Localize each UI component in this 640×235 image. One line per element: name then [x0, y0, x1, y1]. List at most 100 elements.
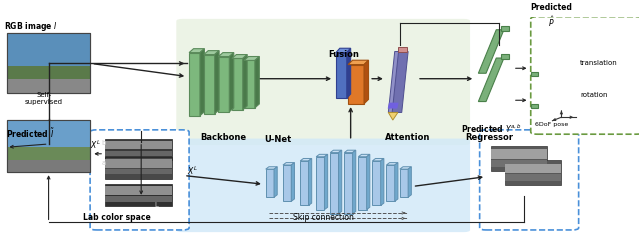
Text: 6DoF pose: 6DoF pose — [534, 121, 568, 127]
Text: Attention: Attention — [385, 133, 430, 142]
FancyBboxPatch shape — [7, 160, 90, 172]
Text: $X^L$: $X^L$ — [187, 164, 198, 177]
FancyBboxPatch shape — [7, 79, 90, 93]
FancyBboxPatch shape — [316, 157, 324, 210]
FancyBboxPatch shape — [336, 53, 347, 98]
FancyBboxPatch shape — [105, 186, 172, 195]
Polygon shape — [300, 158, 312, 161]
Polygon shape — [367, 154, 370, 210]
FancyBboxPatch shape — [387, 165, 395, 201]
FancyBboxPatch shape — [330, 153, 339, 214]
Polygon shape — [214, 51, 219, 114]
Text: $X^L$: $X^L$ — [90, 138, 100, 151]
Polygon shape — [330, 150, 342, 153]
Polygon shape — [255, 56, 259, 108]
Polygon shape — [478, 30, 504, 73]
FancyBboxPatch shape — [505, 164, 561, 173]
Polygon shape — [274, 167, 277, 197]
Text: Lab color space: Lab color space — [83, 213, 151, 222]
FancyBboxPatch shape — [176, 19, 470, 145]
Text: rotation: rotation — [580, 92, 607, 98]
Polygon shape — [232, 55, 247, 59]
FancyBboxPatch shape — [372, 161, 381, 205]
FancyBboxPatch shape — [105, 151, 172, 156]
Text: b: b — [102, 140, 106, 146]
FancyBboxPatch shape — [7, 33, 90, 66]
FancyBboxPatch shape — [505, 160, 561, 185]
FancyBboxPatch shape — [176, 139, 470, 232]
FancyBboxPatch shape — [105, 141, 172, 149]
Text: L: L — [154, 202, 158, 208]
FancyBboxPatch shape — [344, 153, 353, 214]
Polygon shape — [372, 158, 384, 161]
Polygon shape — [364, 60, 369, 104]
Text: Backbone: Backbone — [200, 133, 246, 142]
FancyBboxPatch shape — [500, 54, 509, 59]
Polygon shape — [392, 51, 408, 112]
Text: Predicted $Y^{a,b}$: Predicted $Y^{a,b}$ — [461, 123, 522, 135]
Text: translation: translation — [580, 60, 618, 66]
FancyBboxPatch shape — [400, 169, 408, 197]
FancyBboxPatch shape — [105, 184, 172, 206]
Polygon shape — [189, 49, 204, 53]
FancyBboxPatch shape — [7, 120, 90, 147]
FancyBboxPatch shape — [531, 104, 538, 108]
FancyBboxPatch shape — [7, 33, 90, 93]
FancyBboxPatch shape — [505, 174, 561, 181]
Text: Self-
supervised: Self- supervised — [25, 92, 63, 105]
FancyBboxPatch shape — [189, 53, 200, 116]
FancyBboxPatch shape — [266, 169, 274, 197]
FancyBboxPatch shape — [300, 161, 308, 205]
Polygon shape — [229, 53, 234, 112]
Text: Predicted
$\hat{P}$: Predicted $\hat{P}$ — [530, 3, 572, 29]
Polygon shape — [358, 154, 370, 157]
Polygon shape — [344, 150, 356, 153]
Polygon shape — [291, 163, 294, 201]
Polygon shape — [348, 60, 369, 65]
Polygon shape — [387, 163, 398, 165]
Polygon shape — [395, 163, 398, 201]
Polygon shape — [266, 167, 277, 169]
Polygon shape — [204, 51, 219, 55]
FancyBboxPatch shape — [358, 157, 367, 210]
Text: Skip connection: Skip connection — [292, 213, 354, 222]
FancyBboxPatch shape — [105, 159, 172, 168]
FancyBboxPatch shape — [218, 56, 229, 112]
FancyBboxPatch shape — [244, 60, 255, 108]
FancyBboxPatch shape — [204, 55, 214, 114]
Polygon shape — [336, 48, 351, 53]
FancyBboxPatch shape — [491, 149, 547, 159]
Polygon shape — [339, 150, 342, 214]
Polygon shape — [381, 158, 384, 205]
Polygon shape — [478, 58, 504, 102]
Polygon shape — [243, 55, 247, 110]
FancyBboxPatch shape — [479, 130, 579, 230]
FancyBboxPatch shape — [105, 157, 172, 179]
Polygon shape — [388, 51, 404, 112]
Polygon shape — [388, 103, 399, 109]
Polygon shape — [308, 158, 312, 205]
FancyBboxPatch shape — [500, 26, 509, 31]
Polygon shape — [316, 154, 328, 157]
FancyBboxPatch shape — [232, 59, 243, 110]
FancyBboxPatch shape — [105, 169, 172, 174]
Polygon shape — [408, 167, 412, 197]
Polygon shape — [388, 112, 398, 120]
Text: a: a — [102, 160, 106, 166]
Polygon shape — [400, 167, 412, 169]
FancyBboxPatch shape — [531, 71, 538, 76]
FancyBboxPatch shape — [105, 196, 172, 202]
Text: RGB image $\mathit{I}$: RGB image $\mathit{I}$ — [4, 20, 58, 33]
Polygon shape — [283, 163, 294, 165]
Polygon shape — [244, 56, 259, 60]
Polygon shape — [398, 47, 408, 51]
FancyBboxPatch shape — [491, 160, 547, 167]
FancyBboxPatch shape — [7, 120, 90, 172]
FancyBboxPatch shape — [105, 139, 172, 160]
Polygon shape — [200, 49, 204, 116]
FancyBboxPatch shape — [283, 165, 291, 201]
FancyBboxPatch shape — [531, 17, 640, 134]
Polygon shape — [353, 150, 356, 214]
FancyBboxPatch shape — [348, 65, 364, 104]
Text: Predicted $\tilde{I}$: Predicted $\tilde{I}$ — [6, 126, 55, 140]
